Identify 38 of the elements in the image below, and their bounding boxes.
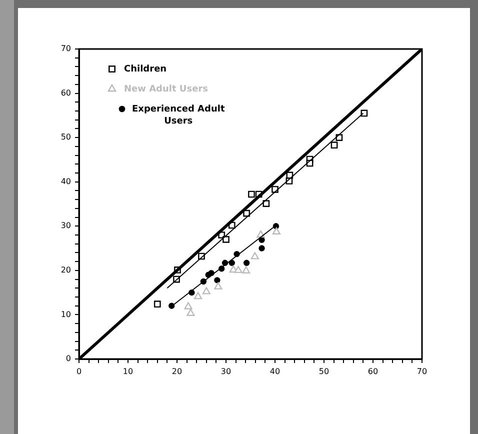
y-tick-label: 50 (60, 132, 71, 142)
point (330, 142, 338, 149)
x-tick-label: 60 (368, 366, 378, 376)
x-tick-label: 10 (122, 366, 134, 376)
x-tick-label: 50 (318, 366, 330, 376)
y-tick-label: 70 (60, 44, 71, 54)
point (222, 236, 230, 243)
legend-label: New Adult Users (124, 84, 208, 94)
y-tick-label: 40 (60, 176, 71, 186)
point (214, 282, 222, 290)
y-tick-label: 60 (60, 88, 71, 98)
x-tick-label: 20 (172, 366, 182, 376)
y-tick-label: 20 (60, 266, 71, 275)
point (202, 287, 210, 294)
x-tick-label: 30 (220, 366, 232, 376)
point (168, 302, 175, 309)
point (214, 277, 220, 284)
legend-label: Children (124, 64, 167, 74)
point (186, 308, 195, 316)
point (184, 302, 192, 310)
point (234, 266, 242, 274)
x-tick-label: 40 (270, 366, 280, 376)
point (194, 292, 202, 300)
legend-label: Experienced Adult Users (132, 104, 226, 126)
point (154, 300, 161, 308)
point (250, 252, 259, 260)
point (248, 190, 255, 198)
point (272, 227, 281, 234)
x-tick-label: 0 (76, 366, 82, 376)
point (228, 260, 235, 266)
y-tick-label: 0 (66, 354, 71, 364)
point (262, 200, 270, 207)
x-tick-label: 70 (416, 366, 428, 376)
point (242, 266, 250, 274)
y-tick-label: 10 (60, 310, 71, 319)
y-tick-label: 30 (60, 221, 71, 230)
point (243, 260, 250, 266)
point (258, 245, 265, 252)
